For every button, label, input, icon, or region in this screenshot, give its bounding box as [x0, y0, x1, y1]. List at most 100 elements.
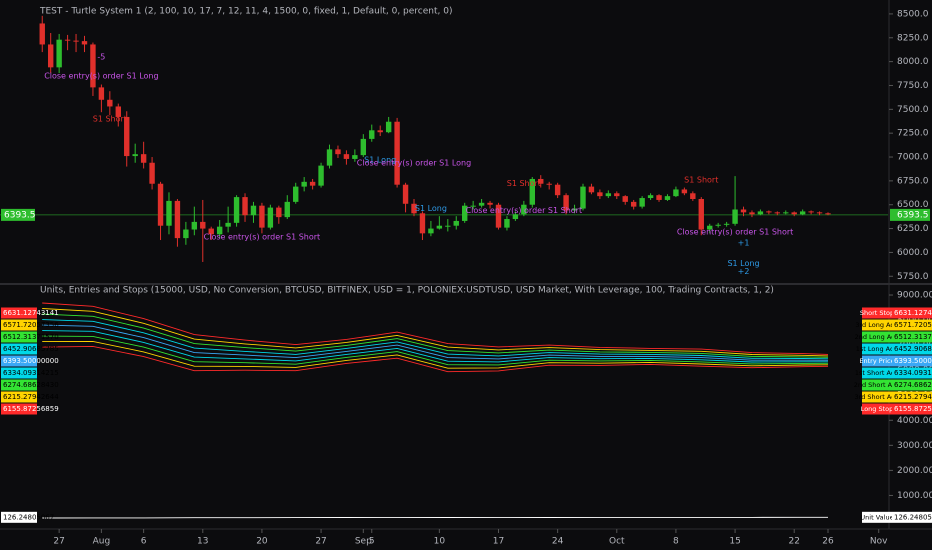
- series-value-box-left: [1, 379, 37, 391]
- series-name-box: [862, 403, 892, 415]
- candle-body: [546, 183, 552, 185]
- indicator-line: [42, 308, 829, 357]
- series-value-label: 126.24805067: [894, 513, 932, 521]
- candle-body: [276, 207, 282, 218]
- legend-label: 1st Long Add: [856, 345, 899, 353]
- indicator-line: [42, 340, 829, 369]
- candle-body: [630, 201, 637, 207]
- candle-body: [208, 228, 214, 235]
- x-tick-label: 5: [369, 537, 375, 547]
- series-value-box-left: [1, 511, 37, 523]
- candle-body: [614, 193, 620, 197]
- trade-annotation: +1: [738, 238, 750, 247]
- indicator-line: [42, 345, 829, 373]
- series-name-box: [862, 319, 892, 331]
- candle-body: [326, 149, 333, 166]
- candle-body: [647, 195, 654, 199]
- y-tick-label: 7750.0: [897, 81, 929, 91]
- candle-body: [774, 212, 781, 214]
- series-value-label: 6393.50000000: [894, 357, 932, 365]
- candle-body: [580, 186, 586, 209]
- series-value-box: [892, 379, 932, 391]
- series-value-box-left: [1, 343, 37, 355]
- candle-body: [419, 213, 426, 234]
- candle-body: [690, 193, 696, 200]
- candle-body: [428, 228, 434, 234]
- candle-body: [673, 189, 679, 197]
- candle-body: [504, 219, 510, 228]
- y-tick-label: 6000.0: [897, 248, 929, 258]
- candle-body: [445, 225, 451, 227]
- series-value-label: 6274.68628430: [894, 381, 932, 389]
- y-tick-label: 3000.00000000: [897, 441, 932, 451]
- trade-annotation: +2: [738, 267, 750, 276]
- series-name-box: [862, 331, 892, 343]
- trade-annotation: S1 Short: [507, 179, 541, 188]
- candle-body: [284, 201, 290, 218]
- x-tick-label: 10: [434, 537, 446, 547]
- legend-label: Short Stop: [860, 309, 894, 317]
- series-value-box-left: [1, 403, 37, 415]
- candle-body: [73, 40, 79, 42]
- candle-body: [529, 178, 535, 205]
- candle-body: [216, 226, 223, 235]
- candle-body: [740, 209, 747, 213]
- series-value-box: [892, 511, 932, 523]
- x-tick-label: 20: [256, 537, 268, 547]
- x-tick-label: 17: [493, 537, 504, 547]
- series-value-label-left: 6393.50000000: [3, 357, 59, 365]
- trade-annotation: S1 Short: [93, 114, 127, 123]
- series-value-label-left: 6452.90685785: [3, 345, 59, 353]
- series-value-box-left: [1, 319, 37, 331]
- trade-annotation: S1 Short: [684, 175, 718, 184]
- series-value-label: 6571.72057356: [894, 321, 932, 329]
- series-value-box: [892, 331, 932, 343]
- candle-body: [478, 202, 485, 206]
- candle-body: [242, 197, 248, 216]
- candle-body: [495, 204, 502, 228]
- last-price-box: [890, 208, 930, 221]
- series-name-box: [862, 391, 892, 403]
- series-name-box: [862, 307, 892, 319]
- candle-body: [470, 205, 476, 207]
- series-value-box: [892, 319, 932, 331]
- candle-body: [369, 130, 375, 139]
- candle-body: [605, 193, 612, 197]
- legend-label: 3rd Long Add: [855, 321, 898, 329]
- series-name-box: [862, 367, 892, 379]
- candle-body: [791, 212, 797, 215]
- series-value-label: 6334.09314215: [894, 369, 932, 377]
- legend-label: 2nd Long Add: [855, 333, 900, 341]
- candle-body: [766, 211, 772, 213]
- series-value-box-left: [1, 307, 37, 319]
- x-tick-label: 22: [788, 537, 799, 547]
- series-value-label-left: 6334.09314215: [3, 369, 59, 377]
- price-pane-title: TEST - Turtle System 1 (2, 100, 10, 17, …: [39, 7, 452, 17]
- indicator-line: [42, 330, 828, 363]
- candle-body: [360, 138, 367, 156]
- trade-annotation: S1 Long: [727, 259, 759, 268]
- trade-annotation: Close entry(s) order S1 Long: [357, 159, 471, 168]
- candle-body: [174, 200, 181, 239]
- series-value-label: 6215.27942644: [894, 393, 932, 401]
- candle-body: [749, 212, 755, 215]
- candle-body: [200, 221, 206, 229]
- y-tick-label: 6500.0: [897, 200, 929, 210]
- trade-annotation: Close entry(s) order S1 Short: [466, 206, 583, 215]
- series-value-label-left: 6274.68628430: [3, 381, 59, 389]
- candle-body: [90, 44, 96, 88]
- candle-body: [487, 202, 493, 205]
- x-tick-label: 8: [673, 537, 679, 547]
- candle-body: [656, 195, 662, 200]
- trade-annotation: -5: [97, 52, 105, 61]
- candle-body: [56, 39, 62, 68]
- series-value-label-left: 126.24805067: [3, 513, 54, 521]
- indicator-line: [42, 302, 829, 355]
- series-value-box: [892, 367, 932, 379]
- indicator-line: [42, 335, 829, 366]
- y-tick-label: 9000.00000000: [897, 291, 932, 301]
- candle-body: [81, 41, 88, 45]
- last-price-box-left: [1, 208, 35, 221]
